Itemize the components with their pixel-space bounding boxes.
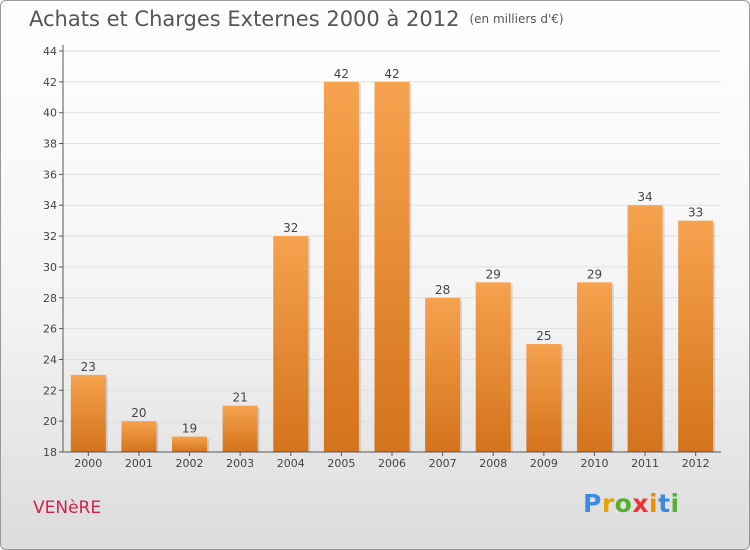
y-tick-label: 38 [43, 138, 57, 151]
bar-value-label: 21 [233, 391, 248, 405]
x-tick-label: 2012 [682, 457, 710, 470]
bar-2005 [323, 81, 359, 452]
y-tick-label: 22 [43, 384, 57, 397]
bar-value-label: 34 [637, 190, 652, 204]
x-tick-label: 2005 [327, 457, 355, 470]
y-tick-label: 28 [43, 292, 57, 305]
x-tick-label: 2004 [277, 457, 305, 470]
bar-2002 [172, 436, 208, 452]
bar-2004 [273, 236, 309, 452]
commune-name: VENèRE [33, 498, 102, 518]
y-tick-label: 44 [43, 45, 57, 58]
y-tick-label: 42 [43, 76, 57, 89]
bar-value-label: 42 [334, 67, 349, 81]
bar-value-label: 23 [81, 360, 96, 374]
bar-value-label: 32 [283, 221, 298, 235]
chart-title-text: Achats et Charges Externes 2000 à 2012 [29, 7, 460, 31]
chart-subtitle: (en milliers d'€) [469, 12, 564, 26]
y-tick-label: 36 [43, 168, 57, 181]
y-tick-label: 24 [43, 353, 57, 366]
bar-2000 [70, 374, 106, 452]
y-tick-label: 30 [43, 261, 57, 274]
x-tick-label: 2006 [378, 457, 406, 470]
bar-value-label: 33 [688, 206, 703, 220]
bar-2003 [222, 405, 258, 452]
chart-title: Achats et Charges Externes 2000 à 2012 (e… [29, 7, 564, 31]
y-tick-label: 34 [43, 199, 57, 212]
bar-2008 [475, 282, 511, 452]
bar-2007 [425, 297, 461, 452]
y-tick-label: 18 [43, 446, 57, 459]
x-tick-label: 2002 [176, 457, 204, 470]
y-tick-label: 40 [43, 107, 57, 120]
x-tick-label: 2008 [479, 457, 507, 470]
x-tick-label: 2003 [226, 457, 254, 470]
bar-2010 [576, 282, 612, 452]
bar-value-label: 19 [182, 422, 197, 436]
bar-2001 [121, 421, 157, 452]
bar-value-label: 28 [435, 283, 450, 297]
bar-2009 [526, 344, 562, 452]
bar-2006 [374, 81, 410, 452]
y-tick-label: 32 [43, 230, 57, 243]
proxiti-logo[interactable]: Proxiti [583, 489, 680, 518]
x-tick-label: 2009 [530, 457, 558, 470]
y-tick-label: 20 [43, 415, 57, 428]
bar-2011 [627, 205, 663, 452]
bar-value-label: 29 [486, 267, 501, 281]
bar-value-label: 42 [384, 67, 399, 81]
x-tick-label: 2007 [429, 457, 457, 470]
x-tick-label: 2011 [631, 457, 659, 470]
bar-value-label: 20 [131, 406, 146, 420]
bar-value-label: 25 [536, 329, 551, 343]
x-tick-label: 2010 [580, 457, 608, 470]
x-tick-label: 2000 [74, 457, 102, 470]
bar-value-label: 29 [587, 267, 602, 281]
bar-2012 [678, 220, 714, 452]
x-tick-label: 2001 [125, 457, 153, 470]
y-tick-label: 26 [43, 323, 57, 336]
